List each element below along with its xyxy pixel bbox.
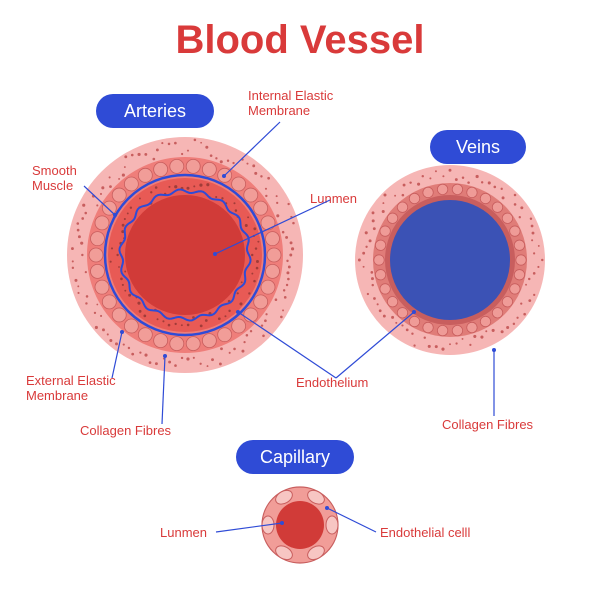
vein-diagram xyxy=(351,161,549,359)
label-collagen-vein: Collagen Fibres xyxy=(442,418,533,433)
label-lumen-capillary: Lunmen xyxy=(160,526,207,541)
pill-arteries: Arteries xyxy=(96,94,214,128)
label-endothelial-cell: Endothelial celll xyxy=(380,526,470,541)
label-collagen-artery: Collagen Fibres xyxy=(80,424,171,439)
page-title: Blood Vessel xyxy=(0,18,600,63)
label-external-elastic: External Elastic Membrane xyxy=(26,374,116,404)
label-lumen-artery: Lunmen xyxy=(310,192,357,207)
label-internal-elastic: Internal Elastic Membrane xyxy=(248,89,333,119)
pill-capillary: Capillary xyxy=(236,440,354,474)
label-endothelium: Endothelium xyxy=(296,376,368,391)
capillary-diagram xyxy=(258,483,342,567)
artery-diagram xyxy=(63,133,307,377)
pill-veins: Veins xyxy=(430,130,526,164)
